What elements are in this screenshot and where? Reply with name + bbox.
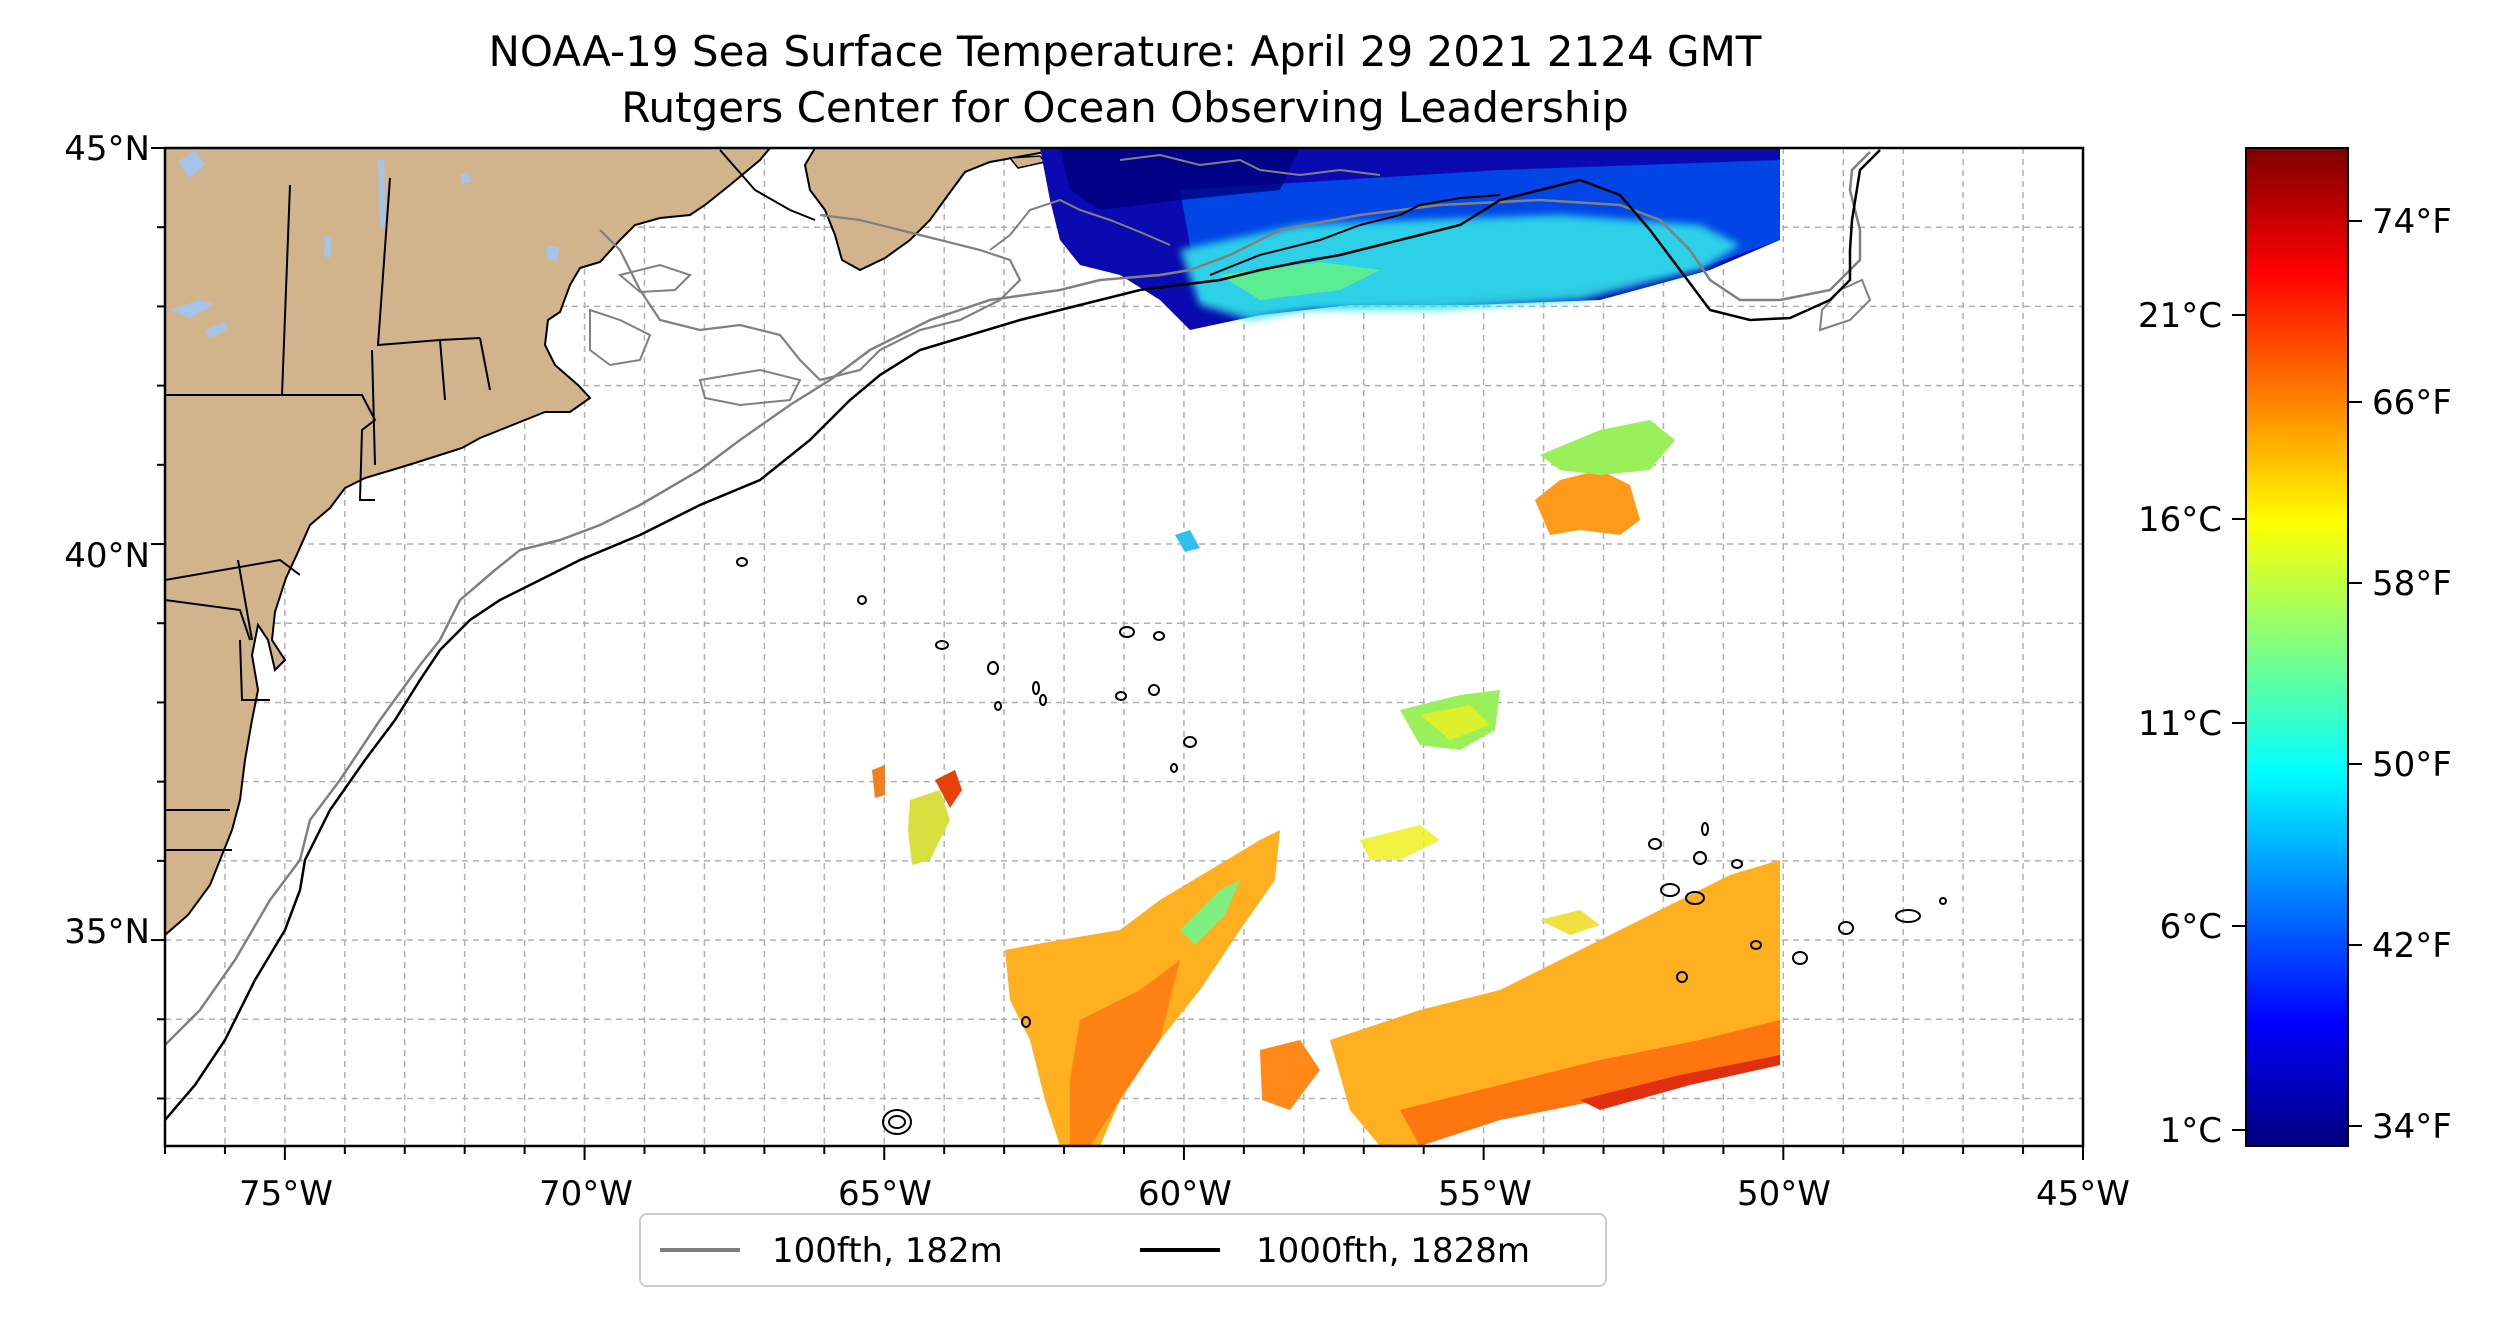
x-axis-labels: 75°W 70°W 65°W 60°W 55°W 50°W 45°W — [239, 1174, 2130, 1214]
colorbar-fahrenheit-34: 34°F — [2372, 1107, 2452, 1147]
sst-north-cyan-band — [1180, 215, 1740, 320]
lon-label-45w: 45°W — [2036, 1174, 2130, 1214]
sst-patch-center-yellow — [1420, 705, 1490, 740]
colorbar-celsius-21: 21°C — [2138, 296, 2222, 336]
title-line-2: Rutgers Center for Ocean Observing Leade… — [621, 83, 1629, 132]
colorbar-fahrenheit-58: 58°F — [2372, 564, 2452, 604]
sst-patch-mid-north-green — [1540, 420, 1675, 475]
colorbar-fahrenheit-50: 50°F — [2372, 745, 2452, 785]
lat-label-35n: 35°N — [64, 912, 150, 952]
y-axis-labels: 45°N 40°N 35°N — [64, 129, 150, 952]
colorbar-celsius-11: 11°C — [2138, 704, 2222, 744]
sst-south-red-edge — [1580, 1055, 1780, 1110]
colorbar-celsius-ticks — [2232, 314, 2246, 1131]
lat-label-40n: 40°N — [64, 536, 150, 576]
sst-south-green-streak — [1180, 880, 1240, 945]
sst-north-deep-blue — [1060, 148, 1300, 210]
contour-100fth-nf-loop — [1818, 278, 1872, 332]
colorbar-celsius-16: 16°C — [2138, 500, 2222, 540]
legend-label-1000fth: 1000fth, 1828m — [1256, 1231, 1530, 1271]
contour-100fth-inner-2 — [698, 368, 802, 407]
colorbar-celsius-1: 1°C — [2160, 1111, 2222, 1151]
legend-box — [639, 1213, 1607, 1287]
contour-100fth-inner-3 — [617, 263, 692, 294]
colorbar-celsius-6: 6°C — [2160, 907, 2222, 947]
title-line-1: NOAA-19 Sea Surface Temperature: April 2… — [488, 27, 1762, 76]
sst-south-mid-patch — [1260, 1040, 1320, 1110]
lon-label-55w: 55°W — [1438, 1174, 1532, 1214]
seamount-contours — [736, 557, 1947, 1135]
sst-patch-far-west — [872, 765, 885, 798]
contour-100fth-north — [1119, 153, 1381, 177]
colorbar-fahrenheit-42: 42°F — [2372, 926, 2452, 966]
colorbar-fahrenheit-74: 74°F — [2372, 202, 2452, 242]
axis-ticks — [151, 147, 2084, 1160]
sst-north-green-streak — [1220, 262, 1380, 300]
colorbar-fahrenheit-ticks — [2348, 220, 2362, 1127]
contour-1000fth-line — [165, 149, 1881, 1121]
colorbar-fahrenheit-66: 66°F — [2372, 383, 2452, 423]
contour-100fth-line — [165, 151, 1871, 1046]
contour-1000fth-scotian-edge — [1209, 194, 1501, 276]
sst-patch-east-small — [1540, 910, 1600, 935]
sst-data — [872, 148, 1780, 1146]
contour-100fth-gulf-loop — [599, 213, 1022, 382]
sst-patch-yellow-strip — [1360, 825, 1440, 860]
state-boundaries — [165, 149, 816, 851]
lon-label-70w: 70°W — [539, 1174, 633, 1214]
lon-label-65w: 65°W — [838, 1174, 932, 1214]
sst-patch-west-red — [935, 770, 962, 808]
colorbar-gradient — [2245, 147, 2349, 1147]
sst-patch-mid-north — [1535, 470, 1640, 535]
lon-label-50w: 50°W — [1737, 1174, 1831, 1214]
lakes — [170, 150, 560, 338]
us-coast-land — [165, 148, 772, 937]
sst-patch-west-yellow — [908, 790, 950, 865]
contour-100fth-inner-1 — [589, 308, 652, 367]
lon-label-75w: 75°W — [239, 1174, 333, 1214]
colorbar: 21°C 16°C 11°C 6°C 1°C 74°F 66°F 58°F 50… — [2138, 147, 2452, 1151]
legend-label-100fth: 100fth, 182m — [772, 1231, 1003, 1271]
legend: 100fth, 182m 1000fth, 1828m — [639, 1213, 1607, 1287]
contour-100fth-scotian — [989, 198, 1171, 251]
sst-south-warm-west-orange — [1070, 960, 1180, 1146]
lat-label-45n: 45°N — [64, 129, 150, 169]
sst-patch-small-1 — [1175, 530, 1200, 552]
lon-label-60w: 60°W — [1138, 1174, 1232, 1214]
map-title: NOAA-19 Sea Surface Temperature: April 2… — [160, 24, 2090, 136]
sst-south-warm-east-orange — [1400, 1020, 1780, 1146]
